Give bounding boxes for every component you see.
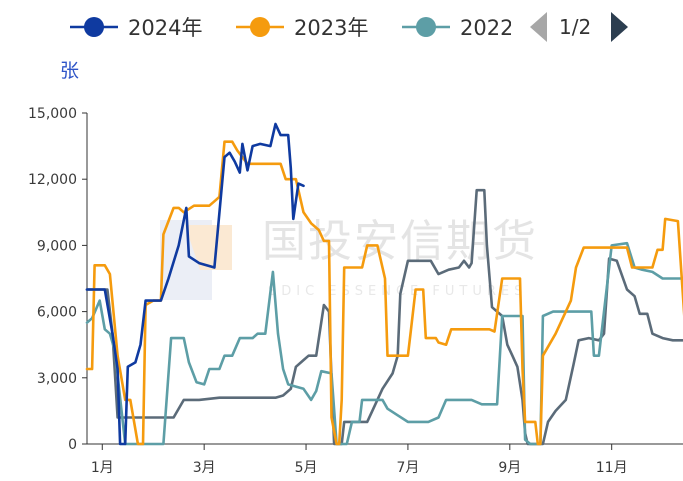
y-tick-label: 12,000 xyxy=(28,172,77,188)
legend-item-2022[interactable]: 2022年 xyxy=(402,16,534,40)
watermark-logo-accent xyxy=(185,225,232,270)
x-axis: 1月 3月 5月 7月 9月 11月 xyxy=(87,443,683,476)
x-tick-label: 5月 xyxy=(295,460,318,476)
series-line-2023年 xyxy=(85,140,683,446)
y-axis-unit: 张 xyxy=(60,60,79,82)
series-line-2024年 xyxy=(85,122,305,446)
y-tick-label: 0 xyxy=(68,437,77,453)
pager-next-icon[interactable] xyxy=(611,12,628,42)
y-tick-label: 15,000 xyxy=(28,106,77,122)
x-tick-label: 3月 xyxy=(193,460,216,476)
series-layer xyxy=(85,122,683,446)
y-tick-label: 6,000 xyxy=(37,305,77,321)
legend-marker-2024 xyxy=(84,17,104,37)
y-tick-label: 9,000 xyxy=(37,238,77,254)
x-tick-label: 1月 xyxy=(91,460,114,476)
legend-marker-2022 xyxy=(416,17,436,37)
legend-item-2024[interactable]: 2024年 xyxy=(70,16,202,40)
pager-prev-icon[interactable] xyxy=(530,12,547,42)
watermark-subtitle: SDIC ESSENCE FUTURES xyxy=(268,284,527,299)
y-tick-label: 3,000 xyxy=(37,371,77,387)
legend-item-2023[interactable]: 2023年 xyxy=(236,16,368,40)
legend-label-2022: 2022年 xyxy=(460,16,534,40)
legend-label-2023: 2023年 xyxy=(294,16,368,40)
x-tick-label: 11月 xyxy=(596,460,628,476)
series-line-2022年 xyxy=(85,241,683,446)
x-tick-label: 7月 xyxy=(396,460,419,476)
x-tick-label: 9月 xyxy=(498,460,521,476)
watermark: 国投安信期货 SDIC ESSENCE FUTURES xyxy=(160,216,538,300)
legend-label-2024: 2024年 xyxy=(128,16,202,40)
legend-marker-2023 xyxy=(250,17,270,37)
watermark-title: 国投安信期货 xyxy=(262,216,538,267)
y-axis: 15,000 12,000 9,000 6,000 3,000 0 xyxy=(28,106,88,453)
pager-text: 1/2 xyxy=(559,15,591,39)
legend[interactable]: 2024年 2023年 2022年 1/2 xyxy=(70,12,628,42)
legend-pager: 1/2 xyxy=(530,12,628,42)
